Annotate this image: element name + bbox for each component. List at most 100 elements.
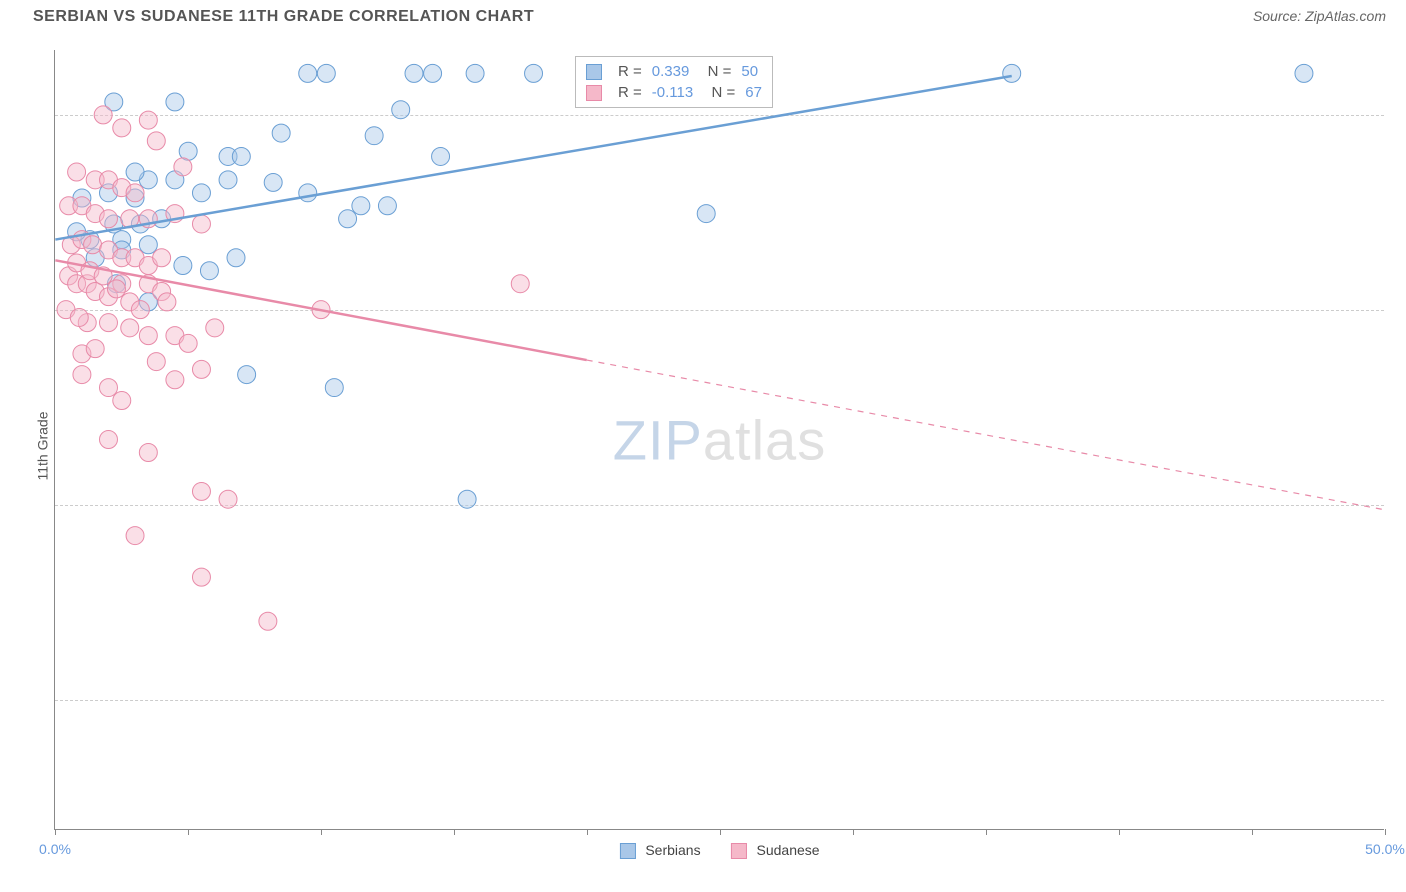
xtick [1119,829,1120,835]
scatter-point [68,163,86,181]
scatter-point [158,293,176,311]
scatter-point [1003,64,1021,82]
scatter-point [121,319,139,337]
ytick-label: 92.5% [1394,302,1406,318]
scatter-point [139,236,157,254]
scatter-point [378,197,396,215]
scatter-point [238,366,256,384]
chart-svg [55,50,1384,829]
swatch-sudanese-b [731,843,747,859]
scatter-point [84,236,102,254]
scatter-point [139,111,157,129]
scatter-point [232,147,250,165]
swatch-serbians-b [619,843,635,859]
scatter-point [174,257,192,275]
stat-r-serbians: 0.339 [652,63,690,80]
scatter-point [264,173,282,191]
scatter-point [166,371,184,389]
xtick [986,829,987,835]
trend-line-solid [55,76,1011,240]
scatter-point [424,64,442,82]
xtick-label: 50.0% [1365,841,1405,857]
scatter-point [99,379,117,397]
ytick-label: 100.0% [1394,107,1406,123]
stat-r-label: R = [618,63,642,80]
scatter-point [272,124,290,142]
scatter-point [259,612,277,630]
scatter-point [365,127,383,145]
source-label: Source: ZipAtlas.com [1253,8,1386,24]
xtick [55,829,56,835]
scatter-point [392,101,410,119]
xtick [454,829,455,835]
y-axis-label: 11th Grade [35,411,51,480]
scatter-point [99,210,117,228]
scatter-point [525,64,543,82]
scatter-point [174,158,192,176]
scatter-point [126,163,144,181]
scatter-point [219,490,237,508]
legend-label-sudanese: Sudanese [756,842,819,858]
legend-bottom: Serbians Sudanese [619,842,819,859]
chart-title: SERBIAN VS SUDANESE 11TH GRADE CORRELATI… [33,8,534,26]
scatter-point [70,308,88,326]
stat-n-label: N = [699,63,731,80]
scatter-point [1295,64,1313,82]
xtick [188,829,189,835]
scatter-point [405,64,423,82]
scatter-point [107,280,125,298]
stat-legend-box: R = 0.339 N = 50 R = -0.113 N = 67 [575,56,773,108]
stat-r-label: R = [618,84,642,101]
scatter-point [139,443,157,461]
stat-row-sudanese: R = -0.113 N = 67 [586,82,762,103]
scatter-point [147,353,165,371]
scatter-point [339,210,357,228]
ytick-label: 85.0% [1394,497,1406,513]
legend-label-serbians: Serbians [645,842,700,858]
legend-item-sudanese: Sudanese [731,842,820,859]
stat-n-sudanese: 67 [745,84,762,101]
xtick [321,829,322,835]
scatter-point [317,64,335,82]
xtick [853,829,854,835]
xtick [587,829,588,835]
scatter-point [192,215,210,233]
scatter-point [99,314,117,332]
xtick [1252,829,1253,835]
scatter-point [299,184,317,202]
stat-n-label: N = [703,84,735,101]
xtick [1385,829,1386,835]
scatter-point [131,301,149,319]
scatter-point [219,171,237,189]
scatter-point [227,249,245,267]
stat-row-serbians: R = 0.339 N = 50 [586,61,762,82]
ytick-label: 77.5% [1394,692,1406,708]
scatter-point [192,360,210,378]
stat-n-serbians: 50 [741,63,758,80]
scatter-point [352,197,370,215]
scatter-point [166,93,184,111]
scatter-point [179,334,197,352]
scatter-point [200,262,218,280]
scatter-point [153,249,171,267]
scatter-point [139,327,157,345]
scatter-point [147,132,165,150]
scatter-point [697,205,715,223]
xtick [720,829,721,835]
swatch-sudanese [586,85,602,101]
scatter-point [99,431,117,449]
scatter-point [299,64,317,82]
scatter-point [94,106,112,124]
scatter-point [192,184,210,202]
scatter-point [73,366,91,384]
scatter-point [192,482,210,500]
trend-line-dashed [587,360,1384,510]
stat-r-sudanese: -0.113 [652,84,693,101]
scatter-point [325,379,343,397]
scatter-point [458,490,476,508]
scatter-point [206,319,224,337]
scatter-point [126,184,144,202]
plot-area: ZIPatlas R = 0.339 N = 50 R = -0.113 N =… [54,50,1384,830]
scatter-point [192,568,210,586]
scatter-point [511,275,529,293]
